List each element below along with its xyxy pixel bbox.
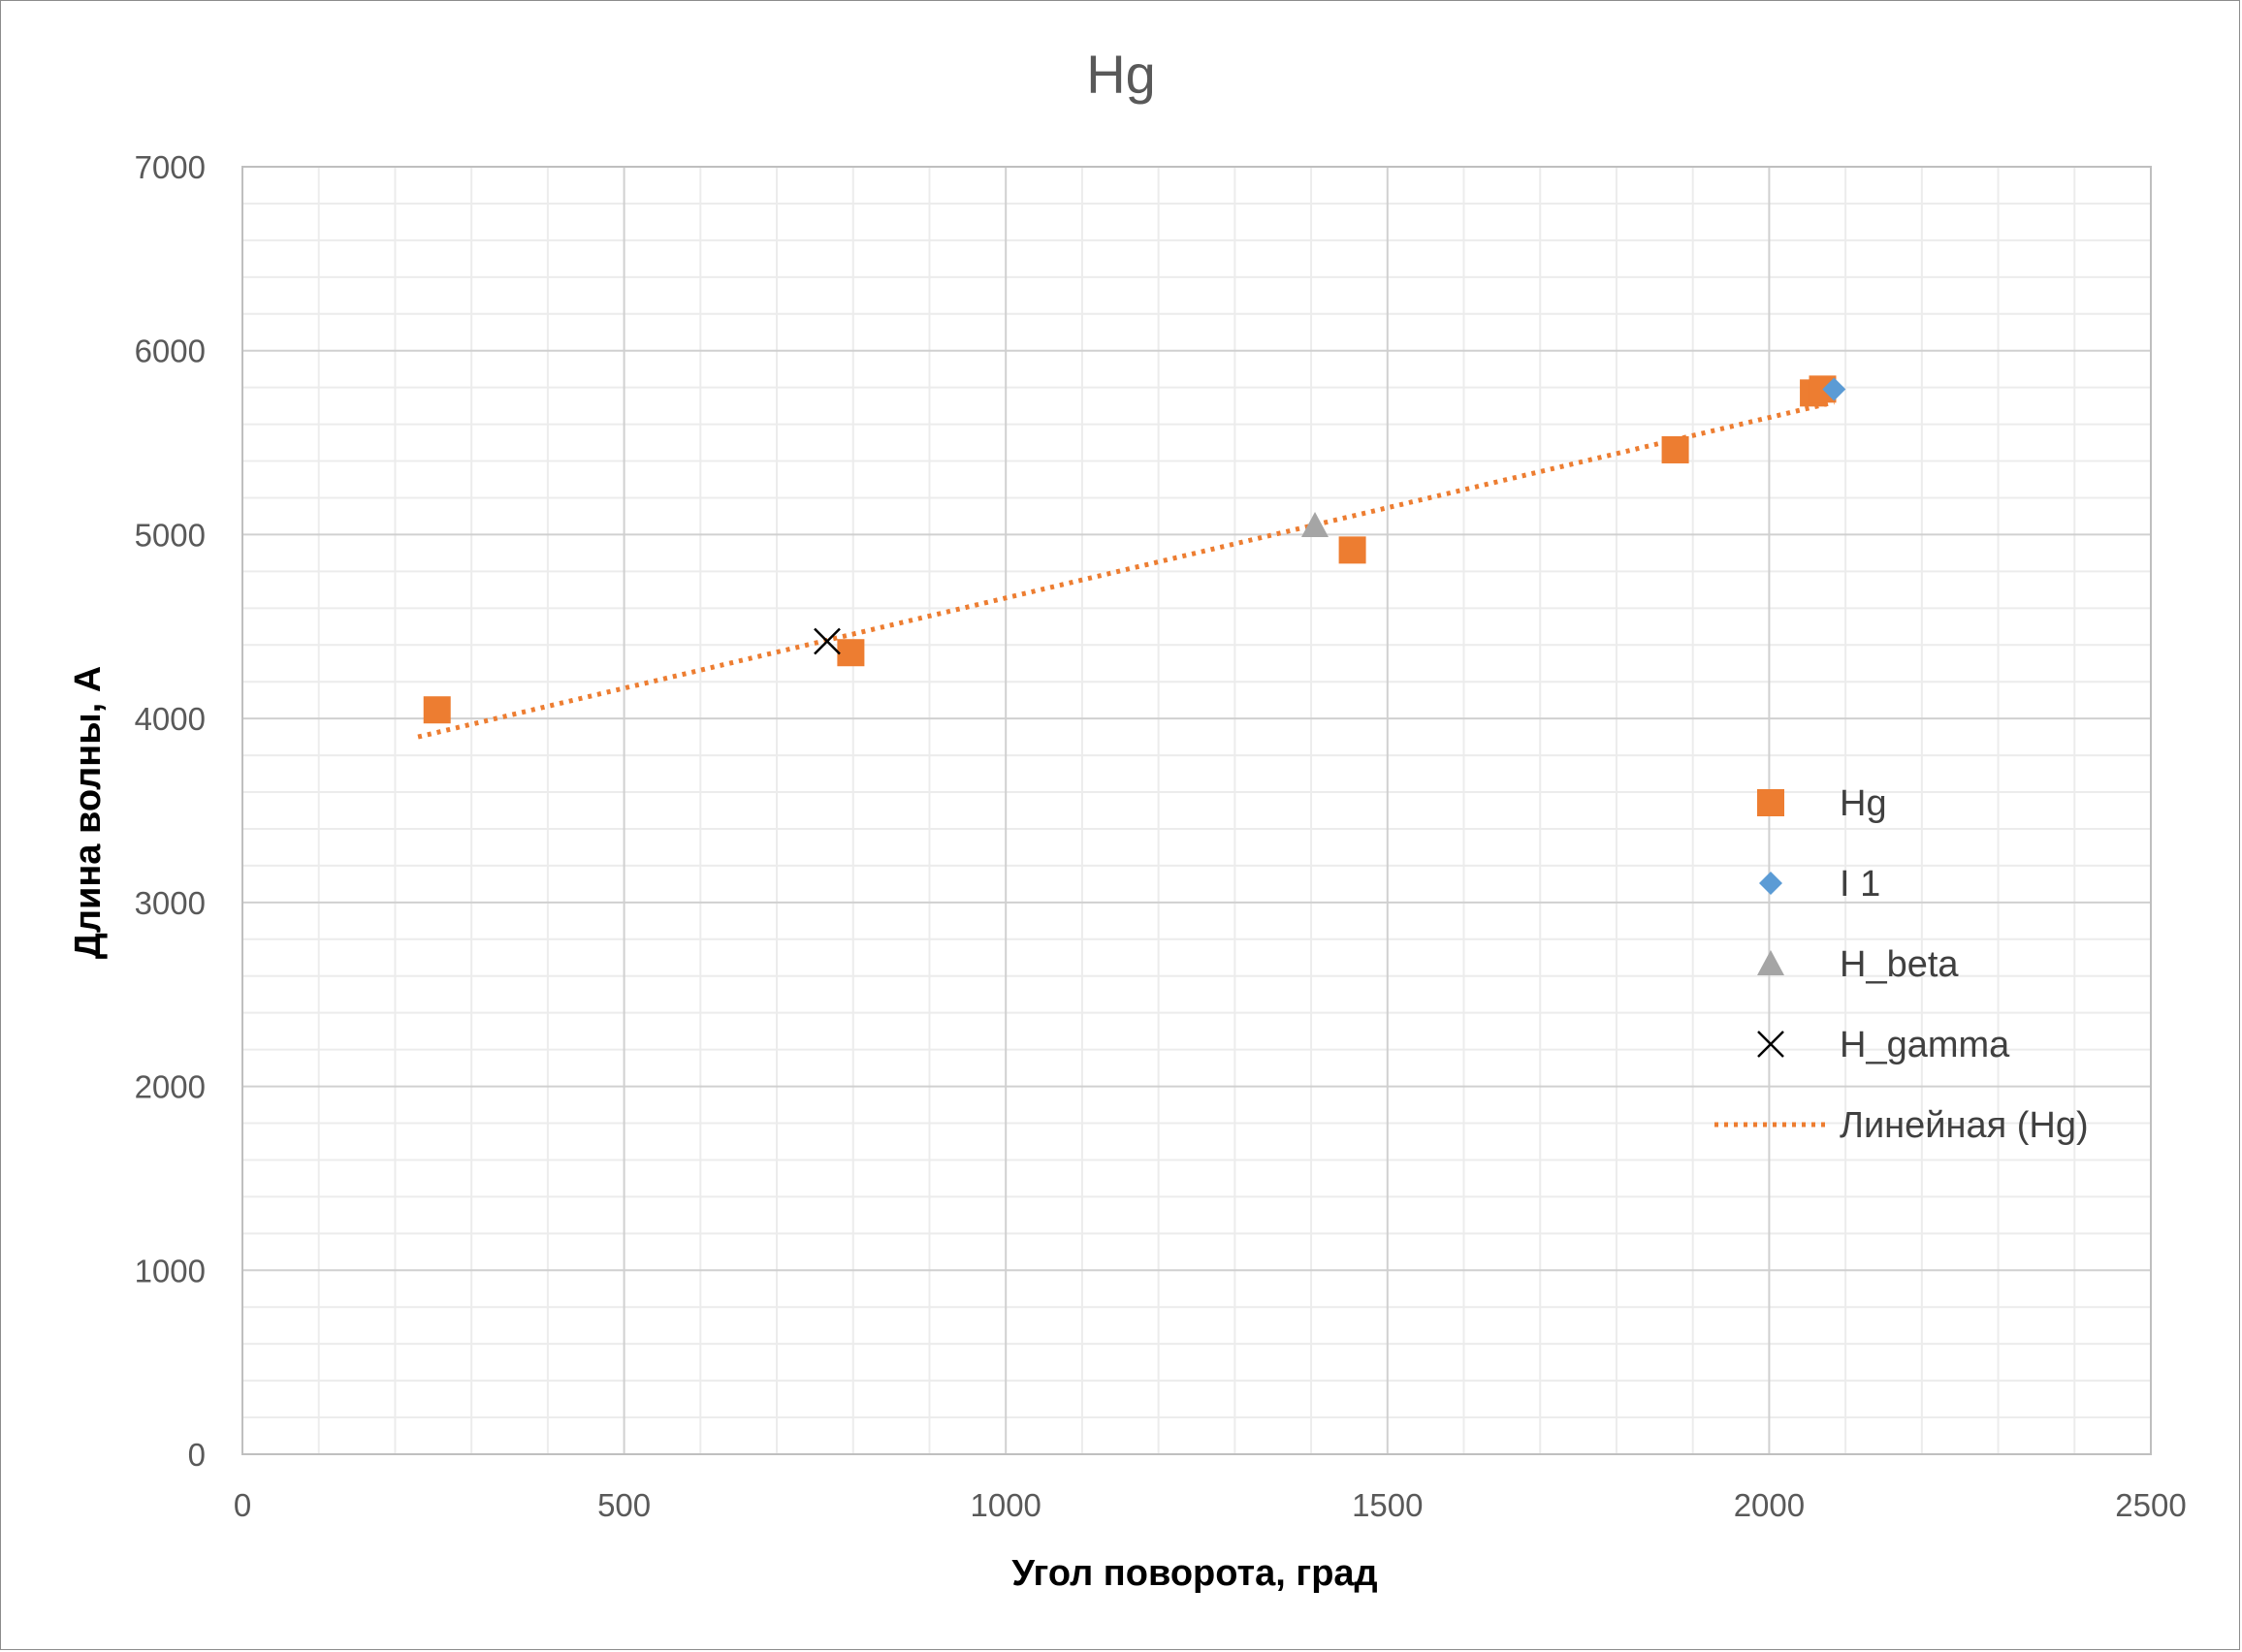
trendline: [417, 399, 1835, 740]
legend-marker: [1757, 789, 1784, 816]
y-tick-label: 4000: [135, 701, 206, 737]
data-point-hg: [1338, 536, 1366, 564]
data-point-h-beta: [1301, 511, 1329, 537]
x-axis-label: Угол поворота, град: [1011, 1553, 1377, 1594]
legend-label: Hg: [1840, 783, 1887, 824]
legend-label: H_beta: [1840, 944, 1959, 985]
legend-label: I 1: [1840, 864, 1880, 905]
x-stroke: [1757, 1031, 1784, 1058]
legend-marker: [1759, 872, 1782, 895]
legend-label: Линейная (Hg): [1840, 1105, 2089, 1146]
data-point-i-1: [1822, 377, 1846, 401]
y-axis-label: Длина волны, А: [68, 666, 109, 959]
chart-title: Hg: [1086, 44, 1156, 105]
plot-area-border: [241, 166, 2152, 1455]
data-point-hg: [837, 639, 865, 667]
y-tick-label: 3000: [135, 885, 206, 921]
legend-marker: [1757, 1031, 1784, 1058]
major-grid: [241, 166, 2152, 1455]
x-tick-label: 500: [597, 1487, 651, 1523]
x-stroke: [814, 627, 841, 655]
x-tick-label: 0: [234, 1487, 251, 1523]
legend: Hg I 1 H_beta H_gamma Линейная (Hg): [1714, 783, 2089, 1146]
x-axis-ticks: 0 500 1000 1500 2000 2500: [234, 1487, 2187, 1523]
data-point-hg: [423, 696, 451, 724]
y-axis-ticks: 0 1000 2000 3000 4000 5000 6000 7000: [135, 149, 206, 1473]
data-point-h-gamma: [814, 627, 841, 655]
x-tick-label: 2500: [2115, 1487, 2186, 1523]
y-tick-label: 7000: [135, 149, 206, 185]
legend-marker: [1757, 950, 1784, 975]
data-points: [423, 375, 1846, 724]
y-tick-label: 6000: [135, 334, 206, 369]
x-tick-label: 1000: [970, 1487, 1041, 1523]
minor-grid: [242, 167, 2151, 1454]
y-tick-label: 5000: [135, 517, 206, 553]
y-tick-label: 2000: [135, 1069, 206, 1105]
y-tick-label: 1000: [135, 1253, 206, 1288]
y-tick-label: 0: [188, 1437, 206, 1473]
trendline-line: [417, 399, 1835, 740]
legend-label: H_gamma: [1840, 1025, 2010, 1065]
x-tick-label: 2000: [1734, 1487, 1805, 1523]
data-point-hg: [1661, 435, 1689, 463]
x-tick-label: 1500: [1352, 1487, 1423, 1523]
